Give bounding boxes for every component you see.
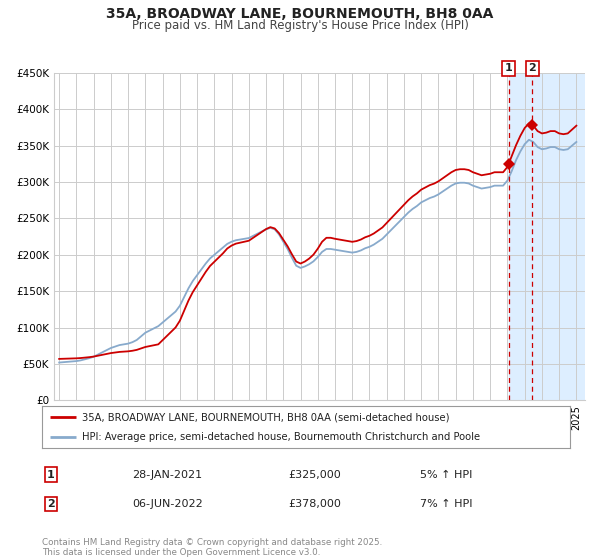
Text: £325,000: £325,000	[288, 470, 341, 480]
Text: £378,000: £378,000	[288, 499, 341, 509]
Text: 7% ↑ HPI: 7% ↑ HPI	[420, 499, 473, 509]
Text: Price paid vs. HM Land Registry's House Price Index (HPI): Price paid vs. HM Land Registry's House …	[131, 18, 469, 32]
Text: Contains HM Land Registry data © Crown copyright and database right 2025.
This d: Contains HM Land Registry data © Crown c…	[42, 538, 382, 557]
Text: HPI: Average price, semi-detached house, Bournemouth Christchurch and Poole: HPI: Average price, semi-detached house,…	[82, 432, 480, 442]
Text: 35A, BROADWAY LANE, BOURNEMOUTH, BH8 0AA (semi-detached house): 35A, BROADWAY LANE, BOURNEMOUTH, BH8 0AA…	[82, 412, 449, 422]
Text: 1: 1	[505, 63, 512, 73]
Text: 28-JAN-2021: 28-JAN-2021	[132, 470, 202, 480]
Text: 5% ↑ HPI: 5% ↑ HPI	[420, 470, 472, 480]
Text: 2: 2	[529, 63, 536, 73]
Bar	[509, 73, 585, 400]
Text: 2: 2	[47, 499, 55, 509]
Text: 35A, BROADWAY LANE, BOURNEMOUTH, BH8 0AA: 35A, BROADWAY LANE, BOURNEMOUTH, BH8 0AA	[106, 7, 494, 21]
Text: 06-JUN-2022: 06-JUN-2022	[132, 499, 203, 509]
Text: 1: 1	[47, 470, 55, 480]
